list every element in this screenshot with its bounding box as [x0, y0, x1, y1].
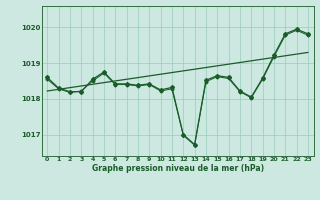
X-axis label: Graphe pression niveau de la mer (hPa): Graphe pression niveau de la mer (hPa)	[92, 164, 264, 173]
